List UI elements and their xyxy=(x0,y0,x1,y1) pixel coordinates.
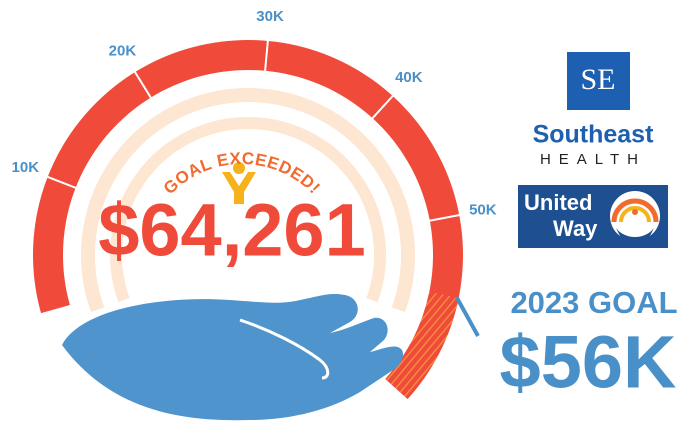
hand xyxy=(62,293,404,421)
southeast-sub: HEALTH xyxy=(540,151,646,168)
tick-label: 20K xyxy=(109,43,137,60)
exceeded-segment xyxy=(385,291,459,400)
gauge: 10K 20K 30K 40K 50K xyxy=(12,8,497,400)
united-way-line: Way xyxy=(553,216,598,241)
value-label: $64,261 xyxy=(98,189,366,272)
inner-ring xyxy=(110,117,386,303)
southeast-box xyxy=(567,52,630,110)
tick-label: 50K xyxy=(469,202,497,219)
inner-ring xyxy=(81,88,415,313)
person-icon xyxy=(222,162,256,204)
tick-divider xyxy=(428,213,461,222)
goal-label: $56K xyxy=(500,321,677,404)
southeast-name: Southeast xyxy=(533,121,655,149)
tick-divider xyxy=(371,94,395,120)
tick-divider xyxy=(264,39,269,72)
united-way-logo: United Way xyxy=(518,185,668,248)
southeast-mark: SE xyxy=(580,63,615,96)
tick-label: 10K xyxy=(12,159,40,176)
southeast-logo: SE Southeast HEALTH xyxy=(533,52,655,168)
united-way-line: United xyxy=(524,190,592,215)
tick-label: 40K xyxy=(395,69,423,86)
tick-divider xyxy=(46,175,77,190)
tick-divider xyxy=(133,70,153,99)
goal-title: 2023 GOAL xyxy=(510,285,677,320)
tick-label: 30K xyxy=(256,8,284,25)
goal-pointer xyxy=(454,296,480,337)
